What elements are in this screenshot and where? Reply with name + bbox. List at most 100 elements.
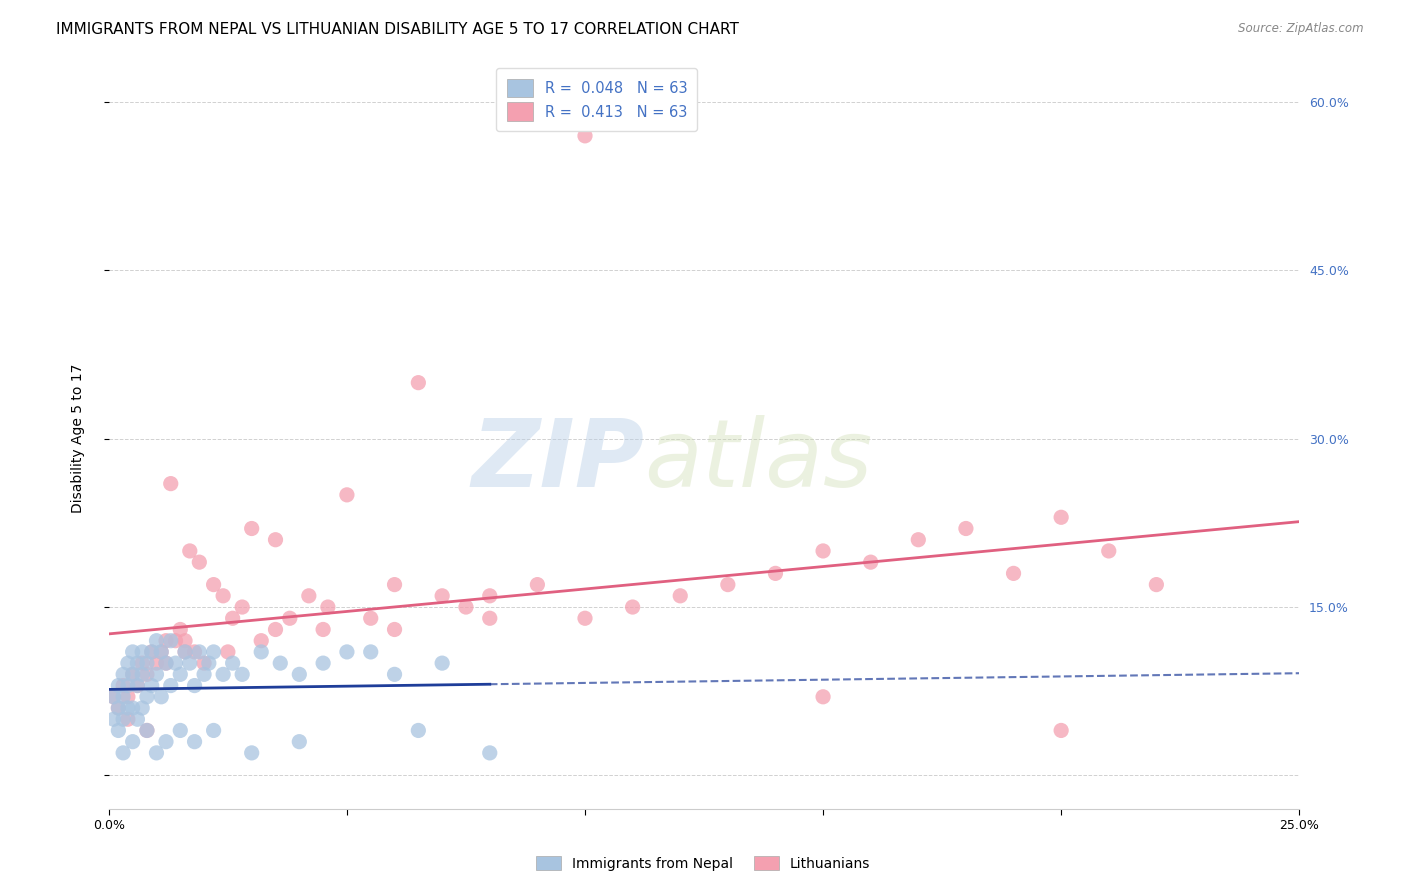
Point xyxy=(127,679,149,693)
Point xyxy=(159,476,181,491)
Point xyxy=(231,667,253,681)
Point xyxy=(155,734,177,748)
Point xyxy=(169,667,191,681)
Point xyxy=(121,701,143,715)
Text: IMMIGRANTS FROM NEPAL VS LITHUANIAN DISABILITY AGE 5 TO 17 CORRELATION CHART: IMMIGRANTS FROM NEPAL VS LITHUANIAN DISA… xyxy=(56,22,740,37)
Point xyxy=(669,589,692,603)
Point xyxy=(136,723,159,738)
Point xyxy=(112,746,135,760)
Point xyxy=(384,623,406,637)
Point xyxy=(360,645,382,659)
Point xyxy=(117,679,139,693)
Point xyxy=(121,734,143,748)
Point xyxy=(217,645,239,659)
Point xyxy=(202,723,225,738)
Point xyxy=(127,679,149,693)
Point xyxy=(1002,566,1025,581)
Point xyxy=(221,656,243,670)
Point xyxy=(312,656,335,670)
Point xyxy=(250,645,273,659)
Point xyxy=(145,633,167,648)
Point xyxy=(155,656,177,670)
Point xyxy=(145,656,167,670)
Point xyxy=(478,589,501,603)
Point xyxy=(112,667,135,681)
Point xyxy=(112,679,135,693)
Point xyxy=(454,600,477,615)
Point xyxy=(136,656,159,670)
Point xyxy=(288,667,311,681)
Point xyxy=(717,577,740,591)
Point xyxy=(212,667,235,681)
Text: ZIP: ZIP xyxy=(471,415,644,507)
Point xyxy=(169,623,191,637)
Point xyxy=(221,611,243,625)
Point xyxy=(121,667,143,681)
Point xyxy=(231,600,253,615)
Point xyxy=(574,128,596,143)
Point xyxy=(765,566,787,581)
Point xyxy=(188,645,211,659)
Point xyxy=(250,633,273,648)
Point xyxy=(188,555,211,569)
Point xyxy=(408,723,430,738)
Point xyxy=(621,600,644,615)
Point xyxy=(430,656,453,670)
Point xyxy=(131,656,153,670)
Text: Source: ZipAtlas.com: Source: ZipAtlas.com xyxy=(1239,22,1364,36)
Point xyxy=(408,376,430,390)
Point xyxy=(107,701,129,715)
Point xyxy=(150,645,173,659)
Point xyxy=(174,633,197,648)
Point xyxy=(117,712,139,726)
Point xyxy=(312,623,335,637)
Point xyxy=(955,521,977,535)
Point xyxy=(165,633,187,648)
Point xyxy=(117,690,139,704)
Point xyxy=(1144,577,1167,591)
Point xyxy=(150,645,173,659)
Point xyxy=(384,577,406,591)
Point xyxy=(121,667,143,681)
Point xyxy=(264,623,287,637)
Legend: Immigrants from Nepal, Lithuanians: Immigrants from Nepal, Lithuanians xyxy=(530,850,876,876)
Point xyxy=(859,555,882,569)
Point xyxy=(150,690,173,704)
Point xyxy=(478,746,501,760)
Point xyxy=(240,746,263,760)
Point xyxy=(193,656,215,670)
Point xyxy=(127,656,149,670)
Point xyxy=(193,667,215,681)
Point xyxy=(336,488,359,502)
Point xyxy=(103,712,125,726)
Point xyxy=(264,533,287,547)
Point xyxy=(202,577,225,591)
Point xyxy=(1050,510,1073,524)
Point xyxy=(811,544,834,558)
Point xyxy=(136,667,159,681)
Point xyxy=(574,611,596,625)
Point xyxy=(198,656,221,670)
Point xyxy=(478,611,501,625)
Point xyxy=(145,667,167,681)
Point xyxy=(183,645,205,659)
Point xyxy=(811,690,834,704)
Point xyxy=(179,656,201,670)
Point xyxy=(145,746,167,760)
Point xyxy=(183,679,205,693)
Point xyxy=(107,723,129,738)
Point xyxy=(202,645,225,659)
Point xyxy=(136,690,159,704)
Point xyxy=(136,723,159,738)
Point xyxy=(1098,544,1121,558)
Point xyxy=(288,734,311,748)
Point xyxy=(117,656,139,670)
Point xyxy=(212,589,235,603)
Point xyxy=(131,701,153,715)
Point xyxy=(174,645,197,659)
Y-axis label: Disability Age 5 to 17: Disability Age 5 to 17 xyxy=(72,364,86,514)
Point xyxy=(112,712,135,726)
Point xyxy=(103,690,125,704)
Point xyxy=(316,600,339,615)
Point xyxy=(107,701,129,715)
